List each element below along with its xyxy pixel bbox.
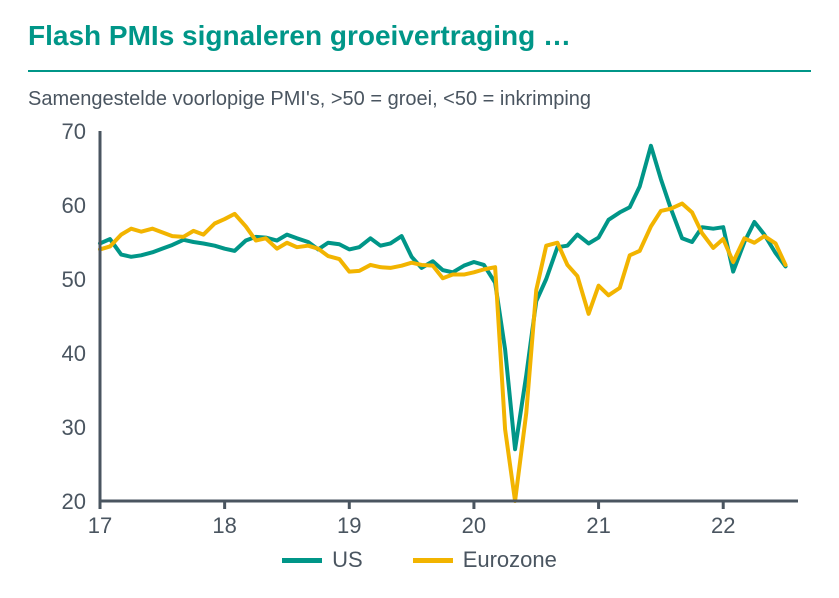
x-tick-label: 17 [88,513,112,538]
y-tick-label: 60 [62,193,86,218]
y-tick-label: 50 [62,267,86,292]
legend-item-eurozone: Eurozone [413,547,557,573]
legend-swatch [413,558,453,563]
series-line-eurozone [100,204,786,501]
legend-label: Eurozone [463,547,557,573]
y-tick-label: 20 [62,489,86,514]
y-tick-label: 40 [62,341,86,366]
x-tick-label: 18 [212,513,236,538]
x-tick-label: 22 [711,513,735,538]
line-chart: 20 30 40 50 60 70 17 18 19 20 21 22 [28,121,808,541]
legend-label: US [332,547,363,573]
x-tick-label: 21 [586,513,610,538]
x-tick-label: 20 [462,513,486,538]
legend-swatch [282,558,322,563]
chart-title: Flash PMIs signaleren groeivertraging … [28,20,811,52]
chart-legend: US Eurozone [28,547,811,573]
chart-container: 20 30 40 50 60 70 17 18 19 20 21 22 [28,121,808,541]
y-tick-label: 30 [62,415,86,440]
title-divider [28,70,811,72]
y-tick-label: 70 [62,121,86,144]
chart-subtitle: Samengestelde voorlopige PMI's, >50 = gr… [28,88,811,111]
series-line-us [100,146,786,449]
legend-item-us: US [282,547,363,573]
x-tick-label: 19 [337,513,361,538]
